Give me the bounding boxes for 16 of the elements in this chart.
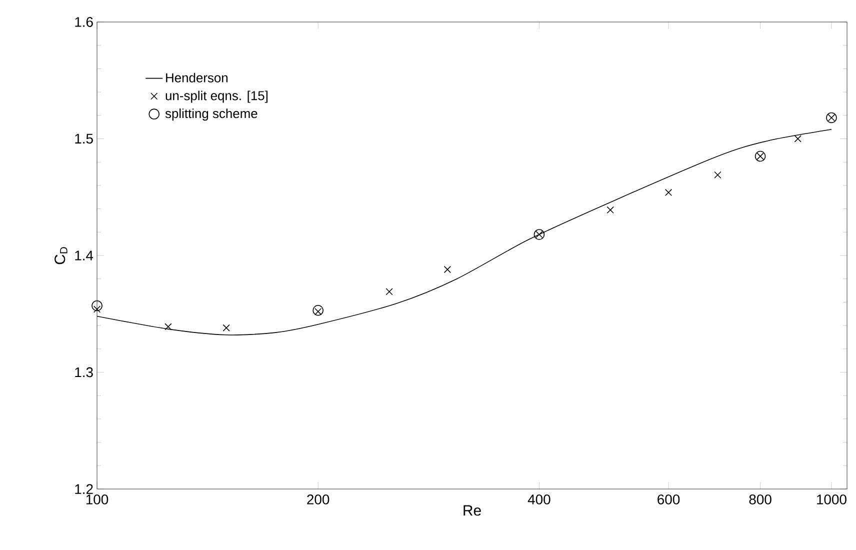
y-tick-label: 1.4: [75, 250, 94, 260]
legend-label: un-split eqns. [15]: [166, 90, 268, 103]
x-tick-label: 800: [749, 494, 772, 504]
legend-label: Henderson: [166, 72, 228, 82]
x-tick-label: 400: [528, 494, 550, 504]
y-tick-label: 1.3: [75, 367, 93, 378]
y-tick-label: 1.5: [75, 134, 93, 144]
x-tick-label: 100: [86, 494, 108, 504]
y-tick-label: 1.2: [75, 484, 93, 494]
y-tick-label: 1.6: [75, 17, 93, 27]
x-tick-label: 1000: [817, 494, 846, 504]
y-axis-title: C$_{D}$: [54, 247, 68, 264]
legend-label: splitting scheme: [165, 108, 258, 121]
x-axis-title: Re: [464, 505, 481, 516]
x-tick-label: 600: [658, 494, 680, 504]
x-tick-label: 200: [307, 494, 330, 504]
